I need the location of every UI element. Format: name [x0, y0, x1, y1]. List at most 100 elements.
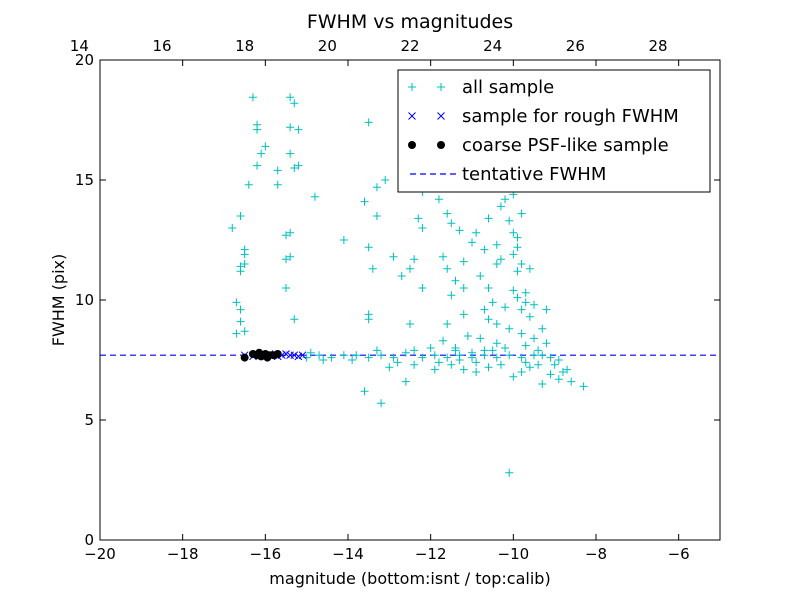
all-sample-point [459, 284, 468, 292]
all-sample-point [480, 305, 489, 314]
all-sample-point [513, 243, 522, 252]
all-sample-point [257, 149, 266, 158]
all-sample-point [484, 363, 493, 372]
all-sample-point [418, 353, 427, 362]
legend-label: all sample [462, 77, 554, 98]
all-sample-point [443, 264, 452, 273]
legend-marker [408, 112, 416, 120]
all-sample-point [389, 353, 398, 362]
all-sample-point [306, 348, 315, 357]
all-sample-point [348, 356, 357, 364]
all-sample-point [501, 195, 510, 204]
x-tick-label: −12 [415, 545, 447, 563]
coarse-psf-like-sample-point [273, 350, 282, 358]
all-sample-point [236, 267, 245, 276]
all-sample-point [513, 233, 522, 242]
all-sample-point [434, 358, 443, 367]
all-sample-point [228, 224, 237, 232]
all-sample-point [410, 346, 419, 355]
all-sample-point [253, 125, 262, 134]
all-sample-point [492, 353, 501, 362]
all-sample-point [550, 360, 559, 369]
x-tick-label: −14 [332, 545, 364, 563]
all-sample-point [364, 243, 373, 252]
all-sample-point [484, 315, 493, 324]
all-sample-point [496, 202, 505, 211]
all-sample-point [455, 351, 464, 360]
all-sample-point [339, 236, 348, 244]
all-sample-point [521, 358, 530, 367]
all-sample-point [554, 356, 563, 364]
coarse-psf-like-sample-point [255, 348, 264, 357]
all-sample-point [496, 255, 505, 264]
all-sample-point [484, 284, 493, 292]
all-sample-point [372, 212, 381, 220]
all-sample-point [315, 351, 324, 360]
all-sample-point [443, 209, 452, 218]
all-sample-point [534, 360, 543, 369]
x-tick-label: −16 [250, 545, 282, 563]
all-sample-point [410, 360, 419, 369]
all-sample-point [521, 288, 530, 297]
coarse-psf-like-sample-point [263, 353, 272, 362]
all-sample-point [377, 399, 386, 408]
all-sample-point [492, 339, 501, 348]
all-sample-point [360, 387, 369, 396]
y-tick-label: 10 [75, 291, 94, 309]
all-sample-point [517, 353, 526, 362]
all-sample-point [459, 365, 468, 374]
all-sample-point [538, 324, 547, 333]
legend-marker [437, 141, 445, 149]
all-sample-point [488, 346, 497, 355]
top-tick-label: 16 [152, 37, 171, 55]
all-sample-point [496, 360, 505, 369]
all-sample-point [546, 353, 555, 362]
y-tick-label: 20 [75, 51, 94, 69]
all-sample-point [517, 209, 526, 218]
all-sample-point [294, 161, 303, 170]
all-sample-point [492, 260, 501, 268]
all-sample-point [368, 264, 377, 273]
all-sample-point [517, 260, 526, 268]
legend-label: sample for rough FWHM [462, 106, 679, 127]
all-sample-point [530, 334, 538, 343]
all-sample-point [439, 252, 448, 261]
all-sample-point [240, 250, 249, 259]
all-sample-point [530, 300, 538, 309]
all-sample-point [286, 123, 295, 132]
all-sample-point [372, 183, 381, 192]
all-sample-point [484, 214, 493, 223]
all-sample-point [492, 320, 501, 328]
y-axis-label: FWHM (pix) [49, 254, 68, 347]
all-sample-point [282, 231, 290, 240]
y-tick-label: 0 [84, 531, 94, 549]
top-tick-label: 26 [566, 37, 585, 55]
all-sample-point [451, 276, 460, 285]
all-sample-point [430, 351, 439, 360]
all-sample-point [505, 468, 514, 477]
all-sample-point [505, 216, 514, 225]
all-sample-point [282, 255, 290, 264]
all-sample-point [472, 228, 481, 237]
legend-box [397, 69, 711, 193]
x-tick-label: −18 [167, 545, 199, 563]
all-sample-point [364, 315, 373, 324]
all-sample-point [406, 264, 414, 273]
all-sample-point [273, 180, 282, 189]
all-sample-point [236, 305, 245, 314]
x-axis-label: magnitude (bottom:isnt / top:calib) [269, 569, 550, 588]
all-sample-point [352, 351, 361, 360]
all-sample-point [509, 372, 518, 381]
all-sample-point [459, 310, 468, 319]
all-sample-point [232, 329, 241, 338]
all-sample-point [240, 327, 249, 336]
legend-entry: tentative FWHM [410, 164, 606, 185]
all-sample-point [501, 303, 510, 312]
coarse-psf-like-sample-point [240, 353, 249, 362]
all-sample-point [509, 250, 518, 259]
legend-label: tentative FWHM [462, 164, 606, 185]
all-sample-point [538, 380, 547, 388]
top-tick-label: 28 [648, 37, 667, 55]
